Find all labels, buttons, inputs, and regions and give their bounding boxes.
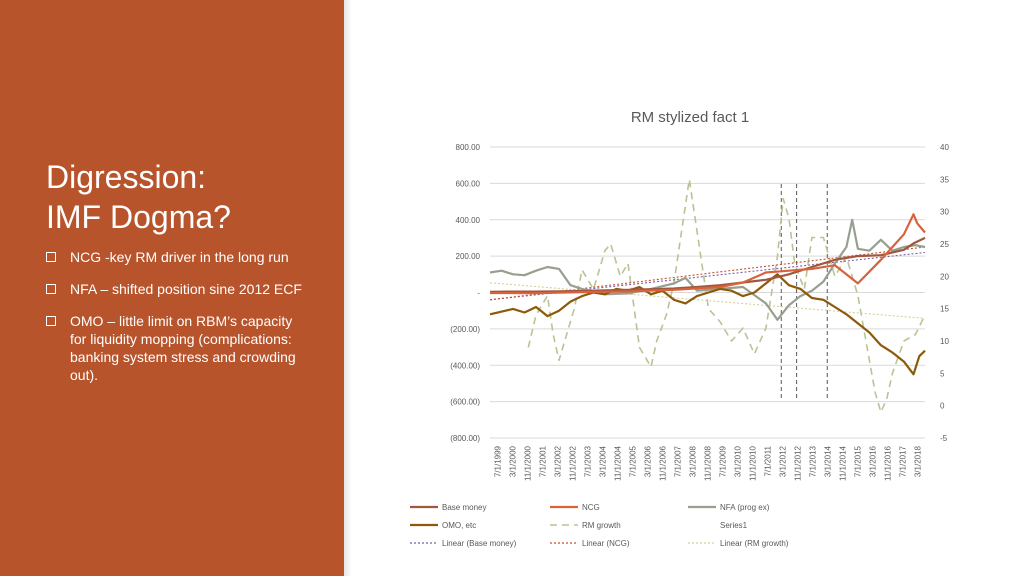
bullet-text: OMO – little limit on RBM’s capacity for…	[70, 313, 296, 383]
y-left-tick-label: 600.00	[456, 179, 481, 188]
x-tick-label: 3/1/2012	[779, 445, 788, 477]
legend-item: NCG	[550, 503, 600, 512]
left-panel	[0, 0, 344, 576]
x-tick-label: 3/1/2014	[824, 445, 833, 477]
x-tick-label: 11/1/2008	[704, 445, 713, 481]
y-left-tick-label: (600.00)	[450, 398, 480, 407]
x-tick-label: 3/1/2002	[554, 445, 563, 477]
bullet-text: NCG -key RM driver in the long run	[70, 249, 289, 265]
y-left-tick-label: 200.00	[456, 252, 481, 261]
y-axis-right: 40 35 30 25 20 15 10 5 0 -5	[940, 143, 949, 443]
legend-label: Series1	[720, 521, 748, 530]
x-tick-label: 7/1/1999	[494, 445, 503, 477]
bullet-item: OMO – little limit on RBM’s capacity for…	[46, 312, 306, 384]
x-tick-label: 11/1/2010	[749, 445, 758, 481]
y-right-tick-label: 30	[940, 208, 949, 217]
x-tick-label: 11/1/2014	[839, 445, 848, 481]
legend-label: Base money	[442, 503, 486, 512]
y-left-tick-label: 800.00	[456, 143, 481, 152]
legend-item: Linear (NCG)	[550, 539, 630, 548]
legend-label: RM growth	[582, 521, 621, 530]
x-tick-label: 3/1/2008	[689, 445, 698, 477]
x-tick-label: 7/1/2011	[764, 445, 773, 476]
panel-shadow	[344, 0, 352, 576]
legend-item: Base money	[410, 503, 486, 512]
legend-item: NFA (prog ex)	[688, 503, 770, 512]
x-tick-label: 11/1/2000	[524, 445, 533, 481]
y-right-tick-label: 20	[940, 272, 949, 281]
bullet-list: NCG -key RM driver in the long run NFA –…	[46, 248, 306, 398]
x-tick-label: 11/1/2016	[884, 445, 893, 481]
y-right-tick-label: 15	[940, 305, 949, 314]
y-left-tick-label: (200.00)	[450, 325, 480, 334]
series-line-linear-rm-growth	[489, 282, 926, 319]
x-tick-label: 7/1/2015	[854, 445, 863, 477]
chart-series	[489, 178, 926, 413]
x-tick-label: 3/1/2018	[914, 445, 923, 477]
rm-chart: RM stylized fact 1 800.00600.00400.00200…	[410, 109, 949, 548]
legend-item: OMO, etc	[410, 521, 476, 530]
legend-item: Series1	[720, 521, 748, 530]
series-line-nfa-prog-ex	[489, 218, 926, 321]
y-left-tick-label: -	[477, 289, 480, 298]
x-tick-label: 3/1/2004	[599, 445, 608, 477]
x-tick-label: 7/1/2007	[674, 445, 683, 477]
slide-title-line-2: IMF Dogma?	[46, 199, 231, 235]
bullet-item: NCG -key RM driver in the long run	[46, 248, 306, 266]
x-tick-label: 11/1/2006	[659, 445, 668, 481]
y-left-tick-label: 400.00	[456, 216, 481, 225]
chart-legend: Base money NCG NFA (prog ex) OMO, etc RM gro…	[410, 503, 789, 548]
x-tick-label: 3/1/2016	[869, 445, 878, 477]
y-right-tick-label: 25	[940, 240, 949, 249]
x-tick-label: 11/1/2004	[614, 445, 623, 481]
legend-item: RM growth	[550, 521, 621, 530]
x-tick-label: 7/1/2003	[584, 445, 593, 477]
legend-item: Linear (RM growth)	[688, 539, 789, 548]
series-line-base-money	[489, 236, 926, 293]
legend-label: Linear (RM growth)	[720, 539, 789, 548]
y-right-tick-label: 35	[940, 175, 949, 184]
x-tick-label: 3/1/2006	[644, 445, 653, 477]
series-line-ncg	[489, 213, 926, 295]
slide-title-line-1: Digression:	[46, 159, 207, 195]
series-line-rm-growth	[527, 178, 926, 413]
y-right-tick-label: 5	[940, 369, 945, 378]
y-axis-left: 800.00 600.00 400.00 200.00 - (200.00) (400.00…	[450, 143, 480, 443]
x-tick-label: 3/1/2010	[734, 445, 743, 477]
slide-title: Digression: IMF Dogma?	[46, 157, 231, 237]
legend-label: Linear (NCG)	[582, 539, 630, 548]
x-tick-label: 3/1/2000	[509, 445, 518, 477]
chart-title: RM stylized fact 1	[631, 109, 749, 126]
x-tick-label: 7/1/2013	[809, 445, 818, 477]
bullet-square-icon	[46, 252, 56, 262]
series-line-omo-etc	[489, 273, 926, 376]
legend-item: Linear (Base money)	[410, 539, 517, 548]
y-right-tick-label: -5	[940, 434, 948, 443]
bullet-square-icon	[46, 284, 56, 294]
y-left-tick-label: (400.00)	[450, 361, 480, 370]
legend-label: NFA (prog ex)	[720, 503, 770, 512]
legend-label: NCG	[582, 503, 600, 512]
y-right-tick-label: 0	[940, 402, 945, 411]
y-right-tick-label: 10	[940, 337, 949, 346]
chart-grid	[490, 146, 925, 439]
y-left-tick-label: (800.00)	[450, 434, 480, 443]
x-tick-label: 7/1/2001	[539, 445, 548, 477]
x-tick-label: 11/1/2012	[794, 445, 803, 481]
x-tick-label: 7/1/2005	[629, 445, 638, 477]
bullet-text: NFA – shifted position sine 2012 ECF	[70, 281, 302, 297]
legend-label: OMO, etc	[442, 521, 476, 530]
bullet-square-icon	[46, 316, 56, 326]
bullet-item: NFA – shifted position sine 2012 ECF	[46, 280, 306, 298]
x-tick-label: 11/1/2002	[569, 445, 578, 481]
y-right-tick-label: 40	[940, 143, 949, 152]
x-tick-label: 7/1/2009	[719, 445, 728, 477]
x-tick-label: 7/1/2017	[899, 445, 908, 477]
legend-label: Linear (Base money)	[442, 539, 517, 548]
x-axis: 7/1/1999 3/1/2000 11/1/2000 7/1/2001 3/1/200…	[494, 445, 923, 481]
